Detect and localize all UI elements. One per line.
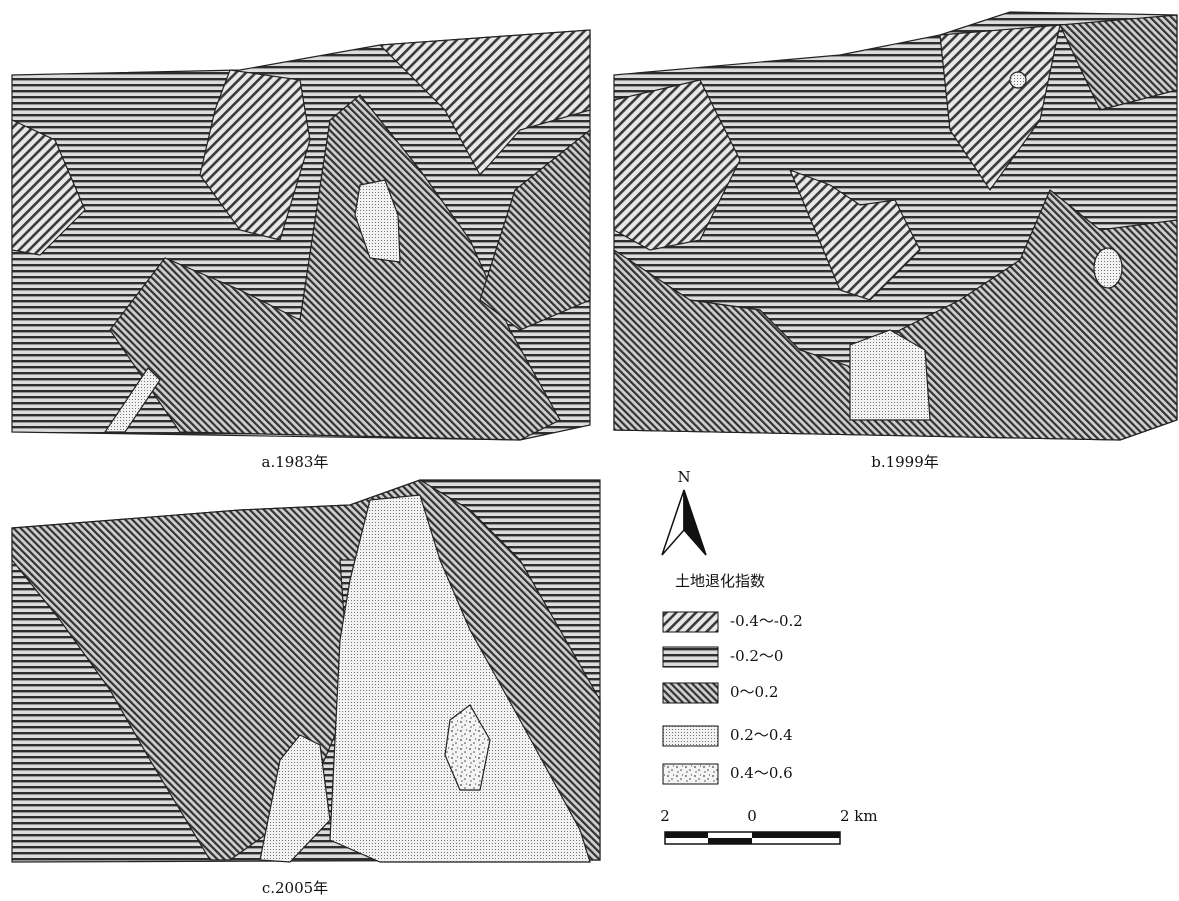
panel-label: c.2005年	[262, 879, 328, 897]
legend-swatch	[663, 612, 718, 632]
legend-title: 土地退化指数	[675, 572, 765, 590]
scale-label: 0	[747, 807, 757, 825]
scale-bar	[665, 832, 840, 844]
legend-label: 0～0.2	[730, 683, 778, 701]
figure: a.1983年 b.1999年 c.2005年 N 土地退化指数 -0.4～-0…	[0, 0, 1179, 901]
legend: -0.4～-0.2 -0.2～0 0～0.2 0.2～0.4 0.4～0.6	[663, 612, 803, 784]
north-label: N	[677, 468, 690, 486]
legend-label: -0.2～0	[730, 647, 783, 665]
scale-label: 2	[660, 807, 670, 825]
legend-label: -0.4～-0.2	[730, 612, 803, 630]
legend-swatch	[663, 647, 718, 667]
legend-swatch	[663, 764, 718, 784]
legend-swatch	[663, 726, 718, 746]
map-panel-a	[12, 30, 590, 440]
map-panel-b	[614, 12, 1177, 440]
legend-label: 0.2～0.4	[730, 726, 793, 744]
scale-label: 2 km	[840, 807, 878, 825]
panel-label: a.1983年	[262, 453, 329, 471]
legend-swatch	[663, 683, 718, 703]
map-panel-c	[12, 480, 600, 862]
panel-label: b.1999年	[871, 453, 939, 471]
legend-label: 0.4～0.6	[730, 764, 793, 782]
north-arrow	[662, 490, 706, 555]
